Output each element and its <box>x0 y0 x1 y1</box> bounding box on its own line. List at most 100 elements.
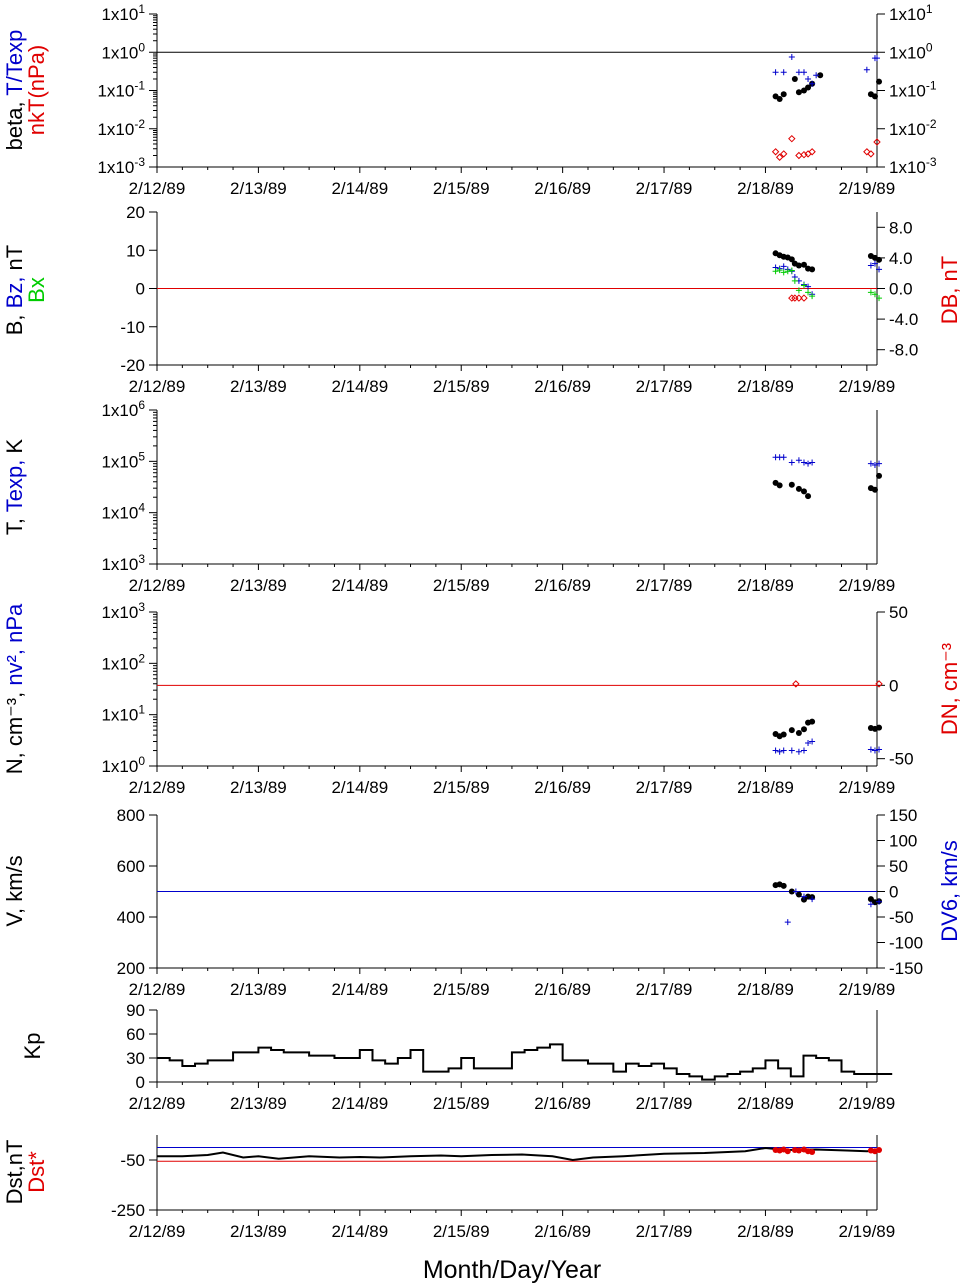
panel-n: 2/12/89 2/13/89 2/14/89 2/15/89 2/16/89 2/17/… <box>2 600 962 797</box>
y-right-tick-label: -150 <box>889 959 923 978</box>
data-point <box>876 266 883 273</box>
data-point <box>788 459 795 466</box>
y-axis-label-part: K <box>2 439 27 454</box>
data-point <box>809 80 816 87</box>
x-tick-label: 2/16/89 <box>534 1094 591 1113</box>
data-point <box>772 747 779 754</box>
data-point <box>873 138 881 146</box>
data-point <box>805 493 812 500</box>
data-point <box>863 66 870 73</box>
x-tick-label: 2/14/89 <box>331 980 388 999</box>
y-tick-label: 1x104 <box>101 501 145 523</box>
y-tick-label: 10 <box>126 241 145 260</box>
y-right-tick-label: -50 <box>889 750 914 769</box>
y-tick-label: -10 <box>120 318 145 337</box>
y-tick-label: 30 <box>126 1049 145 1068</box>
data-point <box>871 291 878 298</box>
y-right-tick-label: 4.0 <box>889 249 913 268</box>
x-tick-label: 2/16/89 <box>534 179 591 198</box>
data-point <box>780 269 787 276</box>
y-axis-label-part: Kp <box>20 1033 45 1060</box>
panel-dst: 2/12/89 2/13/89 2/14/89 2/15/89 2/16/89 2/17/… <box>2 1135 895 1241</box>
data-point <box>805 84 812 91</box>
data-point <box>800 282 807 289</box>
y-tick-label: 1x10-1 <box>97 79 145 101</box>
x-tick-label: 2/15/89 <box>433 1222 490 1241</box>
y-axis-label: Dst,nTDst* <box>2 1140 49 1205</box>
data-point <box>791 75 798 82</box>
x-tick-label: 2/13/89 <box>230 1222 287 1241</box>
data-point <box>871 747 878 754</box>
data-point <box>809 266 816 273</box>
panel-b: 2/12/89 2/13/89 2/14/89 2/15/89 2/16/89 2/17/… <box>2 203 962 396</box>
x-tick-label: 2/12/89 <box>129 1222 186 1241</box>
data-point <box>808 148 816 156</box>
x-tick-label: 2/19/89 <box>838 179 895 198</box>
data-point <box>776 267 783 274</box>
y-axis-label-part: beta, <box>2 96 27 151</box>
x-tick-label: 2/18/89 <box>737 778 794 797</box>
x-tick-label: 2/13/89 <box>230 980 287 999</box>
data-point <box>776 95 783 102</box>
data-point <box>874 55 880 62</box>
x-tick-label: 2/17/89 <box>636 576 693 595</box>
y-axis-label-part: Texp, <box>2 454 27 513</box>
data-point <box>876 746 883 753</box>
y-tick-label: -50 <box>120 1151 145 1170</box>
x-tick-label: 2/13/89 <box>230 377 287 396</box>
y-tick-label: 1x102 <box>101 651 145 673</box>
x-tick-label: 2/19/89 <box>838 1222 895 1241</box>
data-point <box>776 482 783 489</box>
data-point <box>788 747 795 754</box>
data-point <box>805 283 812 290</box>
y-tick-label: 1x106 <box>101 398 145 420</box>
x-tick-label: 2/13/89 <box>230 1094 287 1113</box>
data-point <box>809 1149 816 1155</box>
y-tick-label: 1x100 <box>101 40 145 62</box>
y-axis-right-label: DV6, km/s <box>937 840 962 941</box>
data-point <box>800 261 807 268</box>
x-tick-label: 2/17/89 <box>636 1222 693 1241</box>
panel-v: 2/12/89 2/13/89 2/14/89 2/15/89 2/16/89 2/17/… <box>2 806 962 999</box>
data-point <box>791 277 798 284</box>
series-line <box>157 1043 893 1081</box>
y-axis-label: B, Bz, nT Bx <box>2 245 49 336</box>
y-tick-label: -250 <box>111 1201 145 1220</box>
data-point <box>780 882 787 889</box>
x-tick-label: 2/19/89 <box>838 980 895 999</box>
y-axis-right-label: DB, nT <box>937 256 962 324</box>
y-tick-label: 60 <box>126 1025 145 1044</box>
y-right-tick-label: 50 <box>889 857 908 876</box>
y-tick-label: 1x10-2 <box>97 117 145 139</box>
data-point <box>772 268 779 275</box>
x-tick-label: 2/14/89 <box>331 576 388 595</box>
data-point <box>800 69 807 76</box>
y-right-tick-label: 0 <box>889 883 898 902</box>
data-point <box>795 1147 802 1154</box>
x-tick-label: 2/16/89 <box>534 377 591 396</box>
x-tick-label: 2/16/89 <box>534 778 591 797</box>
data-point <box>788 294 796 302</box>
data-point <box>809 293 816 300</box>
data-point <box>867 262 874 269</box>
y-tick-label: 1x10-3 <box>97 155 145 177</box>
y-right-tick-label: 100 <box>889 832 917 851</box>
y-right-tick-label: 8.0 <box>889 218 913 237</box>
y-axis-label-part: T, <box>2 512 27 535</box>
data-point <box>871 260 878 267</box>
data-point <box>775 153 784 161</box>
data-point <box>876 78 883 85</box>
data-point <box>805 740 812 747</box>
x-tick-label: 2/16/89 <box>534 980 591 999</box>
x-tick-label: 2/12/89 <box>129 179 186 198</box>
data-point <box>780 91 787 98</box>
data-point <box>809 896 816 903</box>
data-point <box>795 891 802 898</box>
y-right-tick-label: 1x101 <box>889 2 933 24</box>
data-point <box>800 726 807 733</box>
x-tick-label: 2/14/89 <box>331 179 388 198</box>
y-tick-label: 800 <box>117 806 145 825</box>
y-tick-label: 90 <box>126 1001 145 1020</box>
data-point <box>788 54 795 61</box>
data-point <box>800 488 807 495</box>
